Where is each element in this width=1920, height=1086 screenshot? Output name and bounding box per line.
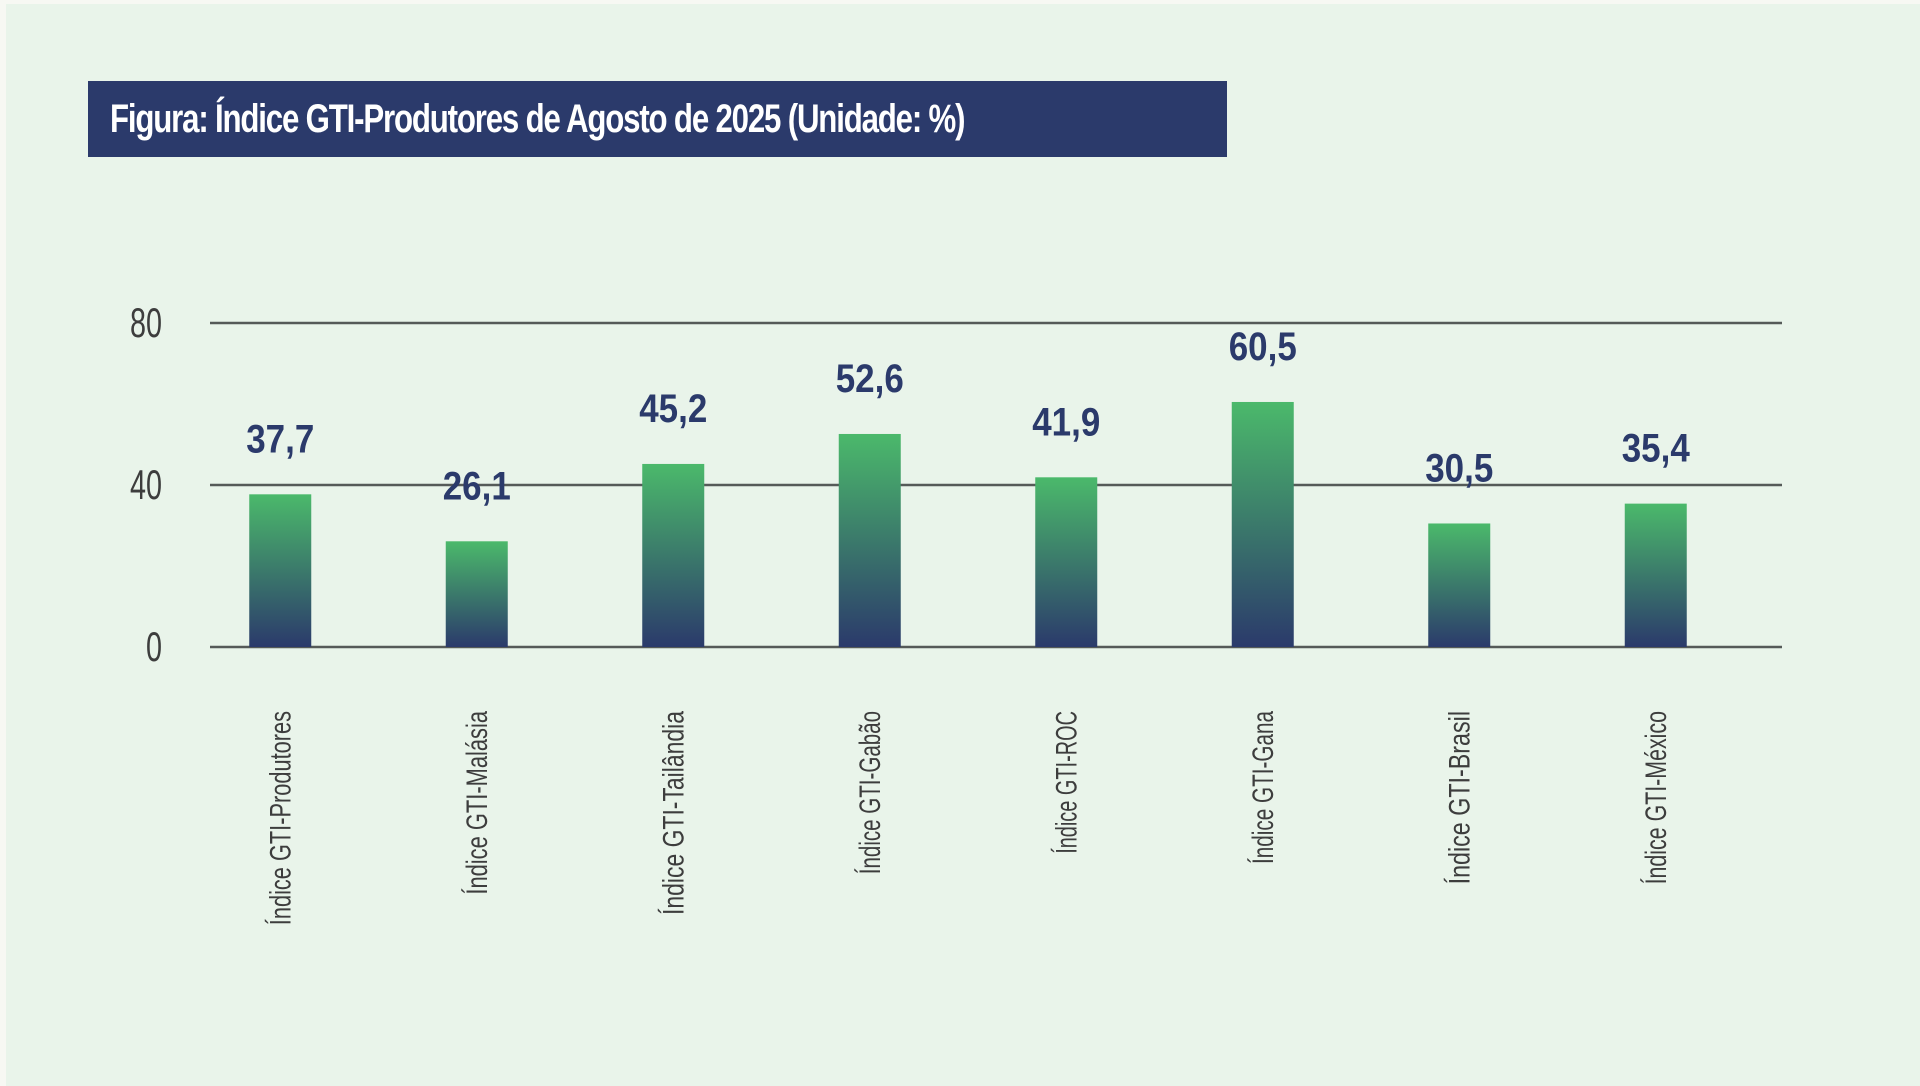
bar (1231, 401, 1294, 647)
bars (249, 401, 1687, 647)
x-category-label: Índice GTI-Produtores (264, 711, 297, 925)
data-label: 52,6 (836, 357, 904, 401)
data-label: 30,5 (1425, 446, 1493, 490)
data-label: 37,7 (246, 417, 314, 461)
x-category-label: Índice GTI-ROC (1050, 711, 1083, 854)
bar (642, 463, 705, 647)
bar (249, 494, 312, 647)
data-label: 26,1 (443, 464, 511, 508)
data-labels: 37,7 26,1 45,2 52,6 41,9 60,5 30,5 35,4 (246, 325, 1690, 508)
x-category-label: Índice GTI-Brasil (1443, 711, 1476, 884)
chart-title-box: Figura: Índice GTI-Produtores de Agosto … (88, 81, 1228, 157)
y-tick-label: 0 (146, 623, 162, 670)
x-axis-category-labels: Índice GTI-Produtores Índice GTI-Malásia Í… (264, 711, 1673, 925)
x-category-label: Índice GTI-Tailândia (657, 711, 690, 915)
y-tick-label: 40 (130, 461, 162, 508)
y-tick-label: 80 (130, 299, 162, 346)
y-axis-ticks: 0 40 80 (130, 299, 162, 670)
data-label: 45,2 (639, 387, 707, 431)
x-category-label: Índice GTI-Malásia (461, 711, 494, 895)
data-label: 35,4 (1622, 427, 1691, 471)
data-label: 41,9 (1032, 400, 1100, 444)
data-label: 60,5 (1229, 325, 1297, 369)
bar (1428, 523, 1491, 647)
x-category-label: Índice GTI-Gabão (854, 711, 887, 874)
bar (445, 541, 508, 647)
bar-chart: 0 40 80 37,7 26,1 45,2 52,6 41,9 60,5 30,5 35,4 Í… (130, 299, 1782, 925)
x-category-label: Índice GTI-Gana (1247, 711, 1280, 864)
bar (1035, 477, 1098, 647)
bar (1624, 503, 1687, 647)
chart-page: Figura: Índice GTI-Produtores de Agosto … (6, 4, 1920, 1086)
x-category-label: Índice GTI-México (1640, 711, 1673, 884)
bar (838, 433, 901, 647)
chart-title: Figura: Índice GTI-Produtores de Agosto … (110, 96, 966, 141)
